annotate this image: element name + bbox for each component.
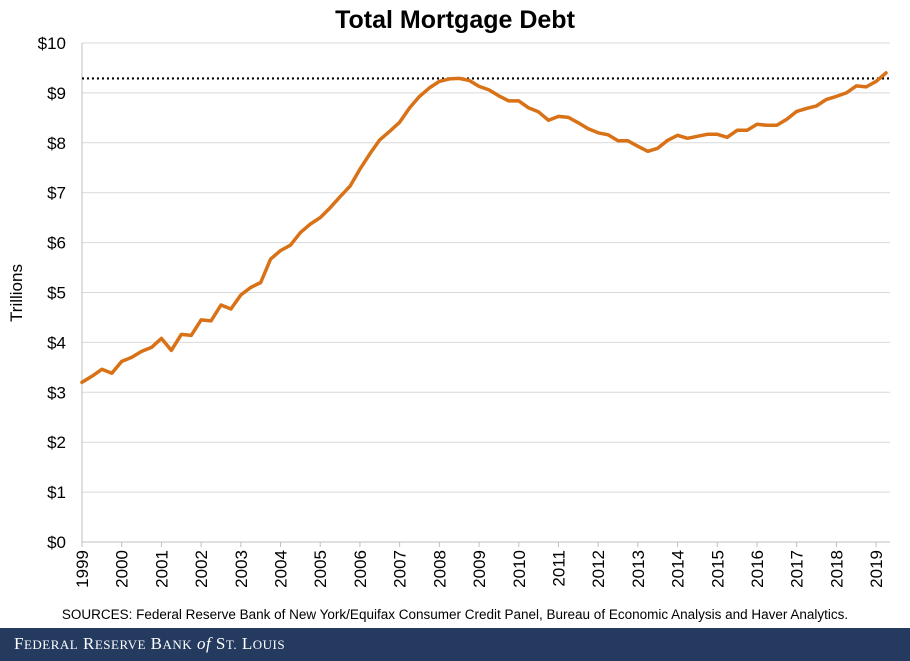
- footer-bar: FEDERAL RESERVE BANK of ST. LOUIS: [0, 628, 910, 661]
- x-tick-label: 2014: [669, 550, 688, 588]
- x-tick-label: 1999: [73, 550, 92, 588]
- x-tick-label: 2012: [589, 550, 608, 588]
- y-tick-label: $8: [47, 134, 66, 153]
- x-tick-label: 2000: [113, 550, 132, 588]
- axes: [81, 43, 890, 543]
- x-tick-label: 2018: [827, 550, 846, 588]
- y-axis-label: Trillions: [7, 264, 26, 322]
- y-tick-label: $5: [47, 284, 66, 303]
- grid-lines: [82, 42, 890, 493]
- y-tick-label: $4: [47, 333, 66, 352]
- y-tick-label: $1: [47, 483, 66, 502]
- x-tick-label: 2011: [549, 550, 568, 587]
- x-tick-label: 2009: [470, 550, 489, 588]
- x-tick-label: 2002: [192, 550, 211, 588]
- x-tick-label: 2013: [629, 550, 648, 588]
- x-tick-label: 2015: [708, 550, 727, 588]
- footer-brand-text: FEDERAL RESERVE BANK of ST. LOUIS: [14, 634, 286, 653]
- x-tick-label: 2006: [351, 550, 370, 588]
- series-line: [80, 71, 888, 385]
- y-tick-label: $3: [47, 383, 66, 402]
- line-chart: $0 $1 $2 $3 $4 $5 $6 $7 $8 $9 $10 1999 2000 2001 2002…: [7, 34, 890, 588]
- x-tick-label: 2003: [232, 550, 251, 588]
- x-tick-label: 2008: [430, 550, 449, 588]
- x-tick-label: 2017: [788, 550, 807, 588]
- y-tick-label: $2: [47, 433, 66, 452]
- y-tick-label: $9: [47, 84, 66, 103]
- x-axis-ticks: 1999 2000 2001 2002 2003 2004 2005 2006 2007 2008…: [73, 542, 886, 588]
- x-tick-label: 2005: [311, 550, 330, 588]
- x-tick-label: 2007: [391, 550, 410, 588]
- x-tick-label: 2010: [510, 550, 529, 588]
- series-layer: [80, 71, 888, 385]
- y-tick-label: $6: [47, 234, 66, 253]
- y-tick-label: $7: [47, 184, 66, 203]
- x-tick-label: 2019: [867, 550, 886, 588]
- y-tick-label: $10: [38, 34, 66, 53]
- footer-brand: FEDERAL RESERVE BANK of ST. LOUIS: [14, 634, 285, 654]
- chart-title: Total Mortgage Debt: [335, 6, 575, 34]
- y-axis-ticks: $0 $1 $2 $3 $4 $5 $6 $7 $8 $9 $10: [38, 34, 66, 552]
- x-tick-label: 2016: [748, 550, 767, 588]
- x-tick-label: 2004: [272, 550, 291, 588]
- sources-note: SOURCES: Federal Reserve Bank of New Yor…: [61, 607, 849, 622]
- y-tick-label: $0: [47, 533, 66, 552]
- x-tick-label: 2001: [152, 550, 171, 588]
